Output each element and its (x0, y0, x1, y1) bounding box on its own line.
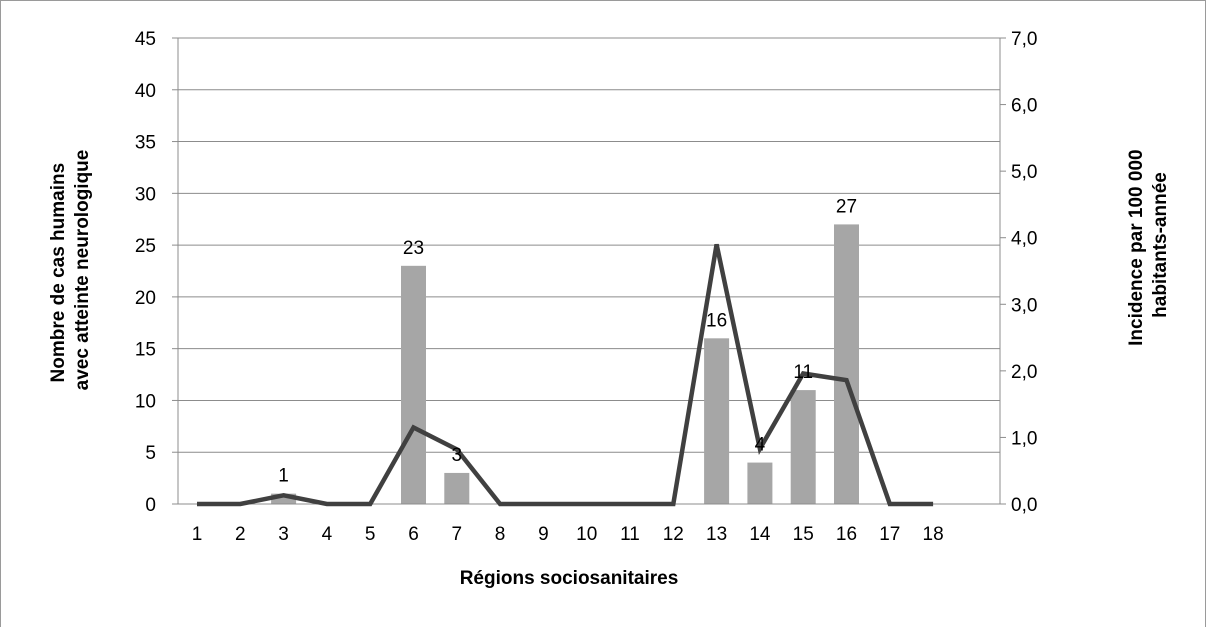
incidence-line (197, 243, 934, 507)
bar (704, 338, 730, 504)
x-tick-label: 13 (706, 524, 727, 545)
y-left-tick-label: 20 (135, 288, 156, 309)
bar (834, 224, 859, 504)
y-left-tick-label: 35 (135, 133, 156, 154)
x-tick-label: 8 (495, 524, 506, 545)
y-right-tick-label: 5,0 (1011, 162, 1037, 183)
x-tick-label: 15 (793, 524, 814, 545)
x-tick-label: 3 (278, 524, 289, 545)
bar-data-label: 27 (836, 196, 857, 217)
bar (444, 472, 470, 504)
x-tick-label: 14 (749, 524, 771, 545)
y-left-tick-label: 0 (145, 495, 156, 516)
x-tick-label: 6 (408, 524, 419, 545)
bar (271, 493, 297, 504)
x-tick-label: 5 (365, 524, 376, 545)
y-left-tick-label: 10 (135, 391, 156, 412)
x-tick-label: 10 (576, 524, 597, 545)
y-right-tick-label: 0,0 (1011, 495, 1037, 516)
x-tick-label: 4 (322, 524, 333, 545)
bar (401, 265, 426, 504)
y-axis-left-title-line2: avec atteinte neurologique (72, 150, 93, 391)
x-tick-label: 16 (836, 524, 857, 545)
x-tick-label: 17 (879, 524, 900, 545)
x-tick-label: 1 (192, 524, 203, 545)
y-left-tick-label: 30 (135, 184, 156, 205)
x-tick-label: 9 (538, 524, 549, 545)
gridlines (178, 37, 1000, 453)
x-tick-label: 7 (452, 524, 463, 545)
bar-data-label: 11 (793, 362, 813, 383)
y-axis-right-title-line2: habitants-année (1150, 172, 1171, 318)
data-labels: 1 23 3 16 4 11 27 (278, 196, 857, 486)
y-right-tick-label: 6,0 (1011, 96, 1037, 117)
line-series (196, 243, 934, 507)
bar (790, 390, 816, 504)
y-axis-left-title-line1: Nombre de cas humains (48, 163, 69, 383)
y-right-tick-label: 1,0 (1011, 428, 1037, 449)
y-right-tick-label: 3,0 (1011, 295, 1037, 316)
axes (172, 37, 1006, 505)
y-left-tick-label: 40 (135, 81, 156, 102)
y-left-tick-label: 45 (135, 29, 156, 50)
y-left-tick-label: 15 (135, 340, 156, 361)
y-axis-right-title-line1: Incidence par 100 000 (1126, 149, 1147, 345)
x-tick-label: 11 (620, 524, 640, 545)
x-axis-title: Régions sociosanitaires (460, 568, 679, 589)
tick-labels: 0510152025303540450,01,02,03,04,05,06,07… (135, 29, 1038, 545)
x-tick-label: 12 (663, 524, 684, 545)
y-right-tick-label: 7,0 (1011, 29, 1037, 50)
y-right-tick-label: 2,0 (1011, 362, 1037, 383)
y-axis-left-title: Nombre de cas humains avec atteinte neur… (48, 150, 93, 391)
y-right-tick-label: 4,0 (1011, 229, 1037, 250)
bar-data-label: 1 (278, 466, 289, 487)
bar-data-label: 3 (452, 445, 463, 466)
y-axis-right-title: Incidence par 100 000 habitants-année (1126, 144, 1171, 346)
bar (747, 462, 773, 504)
y-left-tick-label: 5 (145, 443, 156, 464)
bar-series (271, 224, 859, 504)
bar-data-label: 4 (755, 435, 766, 456)
y-left-tick-label: 25 (135, 236, 156, 257)
x-tick-label: 18 (923, 524, 944, 545)
bar-data-label: 23 (403, 238, 424, 259)
bar-data-label: 16 (706, 310, 727, 331)
x-tick-label: 2 (235, 524, 246, 545)
